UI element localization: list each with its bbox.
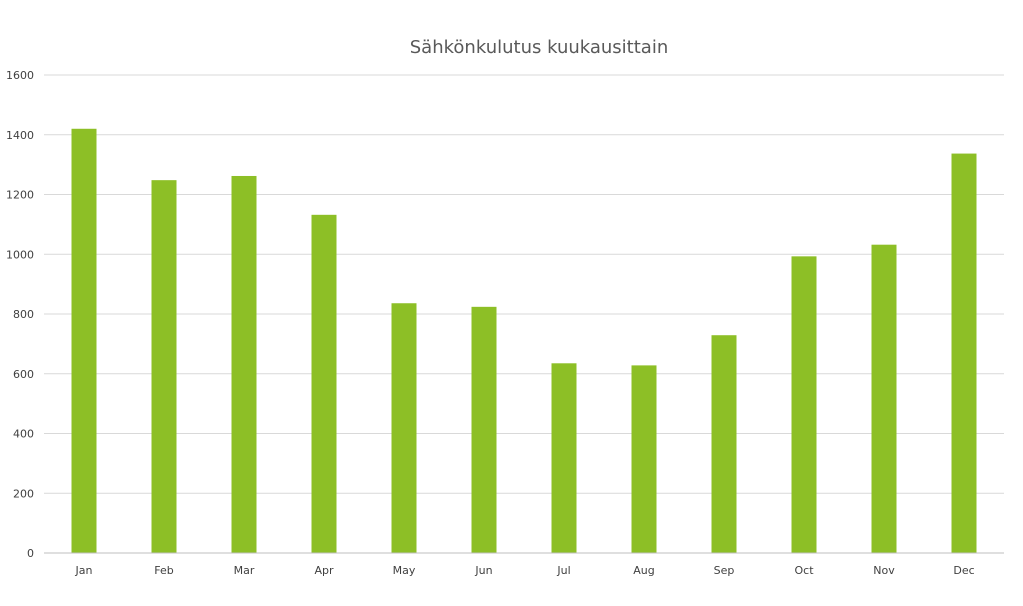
x-axis-ticks: Jan Feb Mar Apr May Jun Jul Aug Sep Oct Nov Dec	[75, 564, 975, 577]
bar-dec	[951, 153, 977, 554]
x-tick-label: Feb	[154, 564, 173, 577]
bar-nov	[871, 244, 897, 553]
x-tick-label: Oct	[794, 564, 814, 577]
y-tick-label: 800	[13, 308, 34, 321]
bar-jan	[71, 128, 97, 553]
bar-apr	[311, 214, 337, 553]
x-tick-label: Jun	[474, 564, 492, 577]
x-tick-label: Mar	[234, 564, 255, 577]
x-tick-label: Sep	[714, 564, 735, 577]
x-tick-label: Jan	[75, 564, 93, 577]
bar-sep	[711, 335, 737, 553]
y-tick-label: 1600	[6, 69, 34, 82]
y-tick-label: 1400	[6, 129, 34, 142]
gridlines	[44, 74, 1004, 494]
x-tick-label: Aug	[633, 564, 654, 577]
bar-mar	[231, 175, 257, 554]
x-tick-label: Dec	[953, 564, 974, 577]
y-tick-label: 1000	[6, 248, 34, 261]
bar-may	[391, 303, 417, 553]
bar-jul	[551, 363, 577, 553]
bar-oct	[791, 256, 817, 553]
bar-jun	[471, 306, 497, 553]
bar-feb	[151, 180, 177, 553]
y-tick-label: 200	[13, 487, 34, 500]
x-tick-label: Jul	[556, 564, 570, 577]
chart-title: Sähkönkulutus kuukausittain	[410, 37, 669, 58]
y-tick-label: 1200	[6, 189, 34, 202]
x-tick-label: Nov	[873, 564, 895, 577]
y-axis-ticks: 0 200 400 600 800 1000 1200 1400 1600	[6, 69, 34, 560]
y-tick-label: 400	[13, 428, 34, 441]
x-tick-label: Apr	[314, 564, 334, 577]
y-tick-label: 0	[27, 547, 34, 560]
y-tick-label: 600	[13, 368, 34, 381]
x-tick-label: May	[393, 564, 416, 577]
bars	[71, 128, 977, 554]
bar-aug	[631, 365, 657, 553]
